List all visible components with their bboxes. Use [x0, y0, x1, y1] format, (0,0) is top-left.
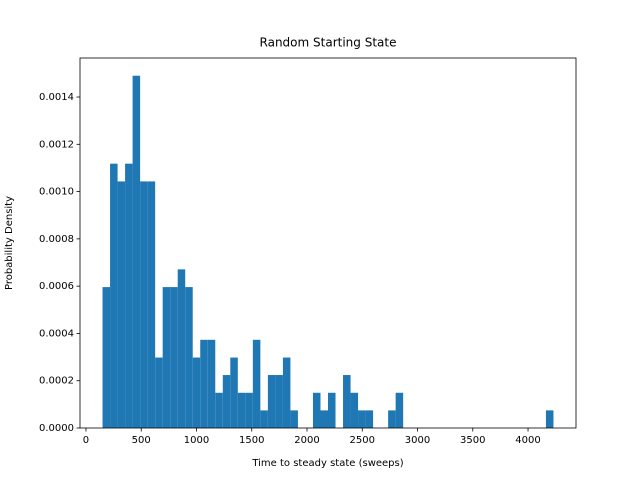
- bar: [192, 357, 201, 428]
- bar: [275, 375, 283, 428]
- bar: [267, 375, 276, 428]
- bar: [102, 287, 111, 428]
- bar: [147, 181, 156, 428]
- y-tick-label: 0.0002: [39, 376, 74, 387]
- bar: [162, 287, 171, 428]
- bar: [252, 339, 261, 428]
- bar: [125, 163, 133, 428]
- x-tick-label: 1000: [184, 435, 209, 446]
- bar: [388, 410, 396, 428]
- bar: [200, 339, 208, 428]
- bar: [312, 392, 321, 428]
- bar: [222, 375, 231, 428]
- y-tick-label: 0.0010: [39, 187, 74, 198]
- bar: [230, 357, 238, 428]
- bar: [395, 392, 404, 428]
- y-tick-label: 0.0004: [39, 328, 74, 339]
- y-tick-label: 0.0014: [39, 92, 74, 103]
- bar: [365, 410, 374, 428]
- bar: [140, 181, 148, 428]
- plot-frame: [79, 57, 577, 429]
- bar: [350, 392, 359, 428]
- x-tick-label: 2500: [350, 435, 375, 446]
- x-tick-label: 500: [132, 435, 151, 446]
- y-axis-label: Probability Density: [4, 196, 15, 290]
- chart-title: Random Starting State: [260, 36, 397, 50]
- bar: [132, 75, 141, 428]
- y-tick-label: 0.0000: [39, 423, 74, 434]
- bar: [343, 375, 351, 428]
- bar: [177, 269, 186, 428]
- x-tick-label: 3500: [460, 435, 485, 446]
- x-tick-label: 0: [83, 435, 89, 446]
- bar: [260, 410, 268, 428]
- y-tick-label: 0.0006: [39, 281, 74, 292]
- bar: [170, 287, 178, 428]
- x-tick-label: 3000: [405, 435, 430, 446]
- bar: [207, 339, 216, 428]
- bar: [155, 357, 163, 428]
- bar: [328, 392, 336, 428]
- bar: [185, 287, 193, 428]
- x-axis-label: Time to steady state (sweeps): [251, 458, 403, 469]
- bar: [215, 392, 223, 428]
- bar: [237, 392, 246, 428]
- bar: [245, 392, 253, 428]
- bar: [117, 181, 126, 428]
- x-tick-label: 1500: [239, 435, 264, 446]
- bar: [110, 163, 118, 428]
- bar: [282, 357, 291, 428]
- x-tick-label: 4000: [515, 435, 540, 446]
- y-tick-label: 0.0012: [39, 139, 74, 150]
- bar: [290, 410, 298, 428]
- bar: [320, 410, 328, 428]
- bar: [358, 410, 366, 428]
- x-tick-label: 2000: [294, 435, 319, 446]
- bar: [545, 410, 554, 428]
- y-tick-label: 0.0008: [39, 234, 74, 245]
